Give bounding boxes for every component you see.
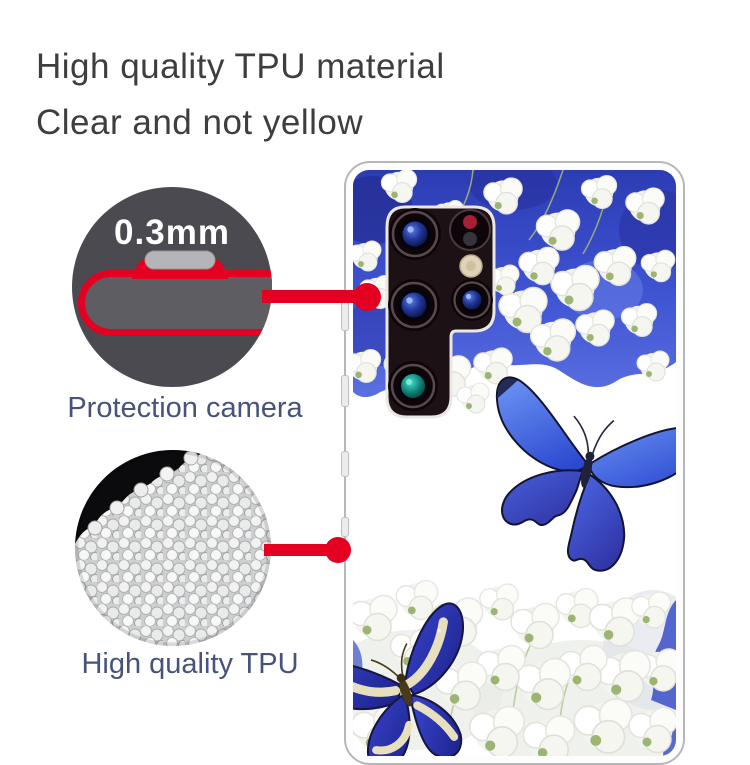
connector-line-tpu <box>264 544 330 556</box>
case-cross-section-icon <box>78 250 272 336</box>
blue-butterfly-large <box>495 376 676 572</box>
camera-lens-icon <box>388 279 440 331</box>
protection-camera-label: Protection camera <box>67 392 303 424</box>
case-side-button-bump <box>341 517 349 537</box>
camera-lens-icon <box>451 279 493 321</box>
butterfly-flower-print <box>353 170 676 756</box>
connector-dot-camera <box>353 283 381 311</box>
thickness-value: 0.3mm <box>114 213 230 252</box>
blue-butterfly-small <box>353 602 464 756</box>
sensor-cluster-icon <box>449 209 491 251</box>
phone-case-image <box>341 161 685 765</box>
tpu-pellets-icon <box>75 450 271 646</box>
high-quality-tpu-label: High quality TPU <box>81 648 299 680</box>
flash-icon <box>459 254 483 278</box>
case-side-button-bump <box>341 299 349 331</box>
case-side-button-bump <box>341 375 349 407</box>
case-print-design <box>353 170 676 756</box>
connector-dot-tpu <box>325 537 351 563</box>
page-title-line2: Clear and not yellow <box>36 103 364 142</box>
tpu-material-callout-circle <box>75 450 271 646</box>
page-title-line1: High quality TPU material <box>36 47 445 86</box>
periscope-lens-icon <box>388 361 438 411</box>
camera-module <box>385 205 496 419</box>
thickness-callout-circle: 0.3mm <box>72 187 272 387</box>
connector-line-camera <box>262 290 362 303</box>
camera-lens-icon <box>389 208 441 260</box>
case-side-button-bump <box>341 451 349 477</box>
